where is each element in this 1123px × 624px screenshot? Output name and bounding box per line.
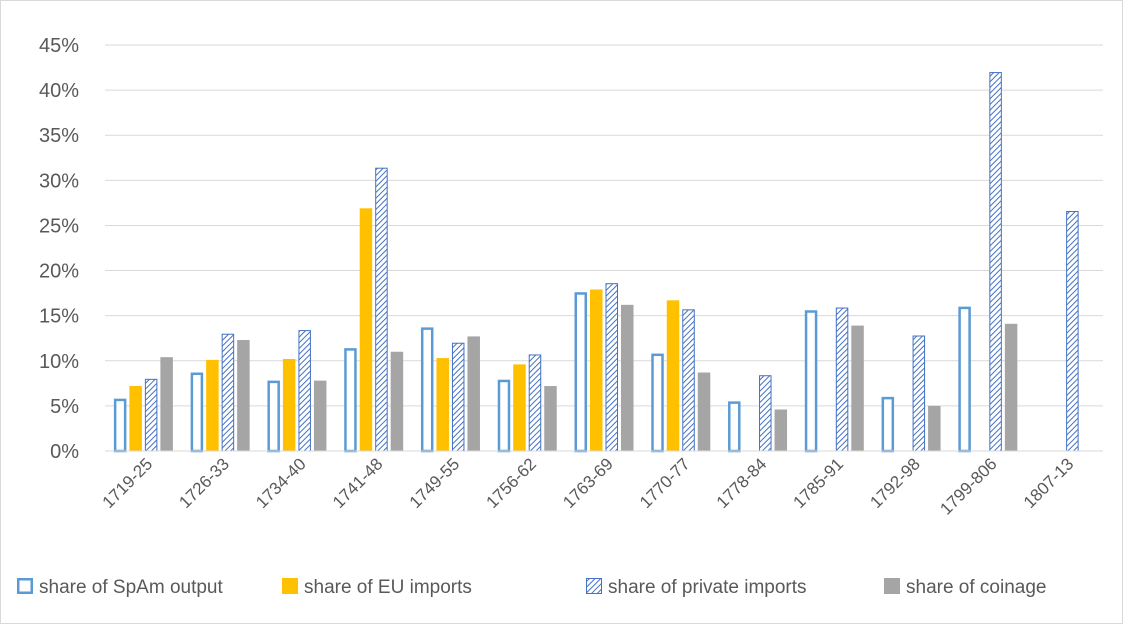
x-tick-label: 1756-62 [483,454,541,512]
y-axis-ticks: 0% 5% 10% 15% 20% 25% 30% 35% 40% 45% [39,35,79,463]
x-tick-label: 1807-13 [1020,454,1078,512]
legend-swatch-series-2 [282,578,298,594]
bar-series-4 [313,380,327,451]
x-tick-label: 1770-77 [636,454,694,512]
bar-series-4 [237,340,250,451]
bar-series-1 [190,372,204,453]
x-tick-label: 1726-33 [175,454,233,512]
bars [113,72,1079,453]
bar-series-1 [881,396,895,453]
bar-series-3 [375,167,388,452]
x-tick-label: 1741-48 [329,454,387,512]
bar-series-4 [160,357,173,451]
bar-series-3 [989,72,1002,452]
bar-series-4 [390,351,404,451]
bar-series-1 [804,310,818,453]
bar-series-4 [774,409,788,451]
legend-label-series-3: share of private imports [608,577,807,598]
bar-series-3 [835,307,849,452]
legend-swatch-series-1 [17,578,33,594]
bar-series-4 [928,405,941,451]
x-axis-ticks: 1719-25 1726-33 1734-40 1741-48 1749-55 1756-… [99,454,1078,518]
bar-series-3 [144,378,158,452]
bar-series-4 [697,372,711,451]
bar-series-1 [113,398,127,453]
x-tick-label: 1763-69 [559,454,617,512]
x-tick-label: 1749-55 [406,454,464,512]
gridlines [105,44,1103,407]
y-tick-label: 0% [50,441,79,463]
legend-label-series-2: share of EU imports [304,577,472,598]
y-tick-label: 35% [39,125,79,147]
y-tick-label: 25% [39,215,79,237]
x-tick-label: 1799-806 [936,454,1000,518]
y-tick-label: 20% [39,261,79,283]
legend-swatch-series-3 [586,578,602,594]
x-tick-label: 1719-25 [99,454,157,512]
legend: share of SpAm output share of EU imports s… [17,577,1047,598]
bar-series-4 [467,336,480,451]
bar-series-3 [451,342,465,452]
bar-series-4 [851,325,864,451]
x-tick-label: 1792-98 [866,454,924,512]
y-tick-label: 15% [39,306,79,328]
bar-series-1 [728,401,741,453]
bar-series-1 [497,379,511,453]
bar-series-1 [344,348,357,453]
y-tick-label: 30% [39,170,79,192]
bar-series-2 [129,386,142,451]
bar-series-1 [420,327,434,453]
bar-series-3 [759,375,772,452]
x-tick-label: 1778-84 [713,454,771,512]
bar-series-3 [605,283,618,452]
bar-series-2 [206,359,219,451]
bar-series-3 [912,335,926,452]
bar-series-3 [528,354,542,452]
bar-series-3 [221,333,235,452]
bar-series-4 [1004,323,1018,451]
bar-series-1 [958,306,971,453]
x-tick-label: 1734-40 [252,454,310,512]
bar-series-3 [298,330,311,452]
y-tick-label: 45% [39,35,79,57]
y-tick-label: 5% [50,396,79,418]
bar-series-2 [513,364,526,451]
bar-series-3 [1066,211,1079,452]
bar-series-2 [282,358,296,451]
bar-series-2 [590,289,603,451]
y-tick-label: 40% [39,80,79,102]
legend-swatch-series-4 [884,578,900,594]
y-tick-label: 10% [39,351,79,373]
bar-series-4 [621,304,634,451]
legend-label-series-1: share of SpAm output [39,577,223,598]
legend-label-series-4: share of coinage [906,577,1047,598]
bar-series-2 [436,358,449,451]
bar-series-2 [666,300,680,451]
bar-series-2 [359,208,373,451]
bar-series-1 [574,292,587,453]
bar-series-1 [267,380,280,453]
bar-series-3 [682,309,695,452]
bar-series-4 [544,386,557,451]
x-tick-label: 1785-91 [790,454,848,512]
bar-series-1 [651,353,664,453]
